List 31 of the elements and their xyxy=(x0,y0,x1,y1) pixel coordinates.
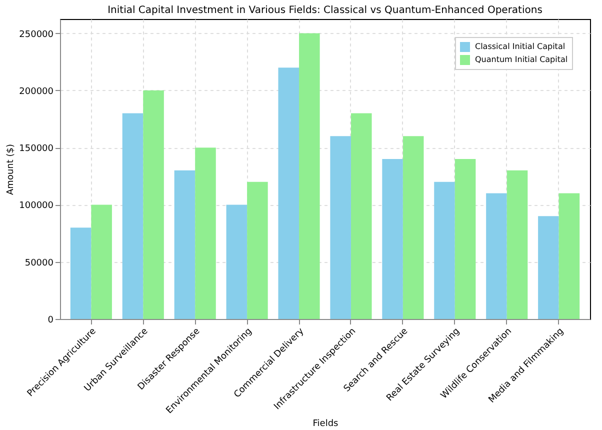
legend-label: Classical Initial Capital xyxy=(475,42,566,51)
bar xyxy=(558,193,580,319)
y-tick-label: 250000 xyxy=(19,30,54,40)
bar xyxy=(434,182,455,319)
bar xyxy=(330,136,351,319)
bar xyxy=(538,216,559,319)
bar xyxy=(506,170,528,319)
bar xyxy=(91,204,112,319)
chart-title: Initial Capital Investment in Various Fields: Classical vs Quantum-Enhanced Operations xyxy=(108,5,542,16)
y-tick-label: 100000 xyxy=(19,201,54,212)
y-axis-title: Amount ($) xyxy=(6,144,16,195)
bar xyxy=(143,90,164,319)
y-tick-label: 50000 xyxy=(24,258,54,268)
bar xyxy=(402,136,424,319)
bar xyxy=(454,159,476,319)
y-tick-label: 200000 xyxy=(19,86,54,97)
bar xyxy=(247,182,268,319)
bar xyxy=(195,148,216,319)
bar xyxy=(226,204,248,319)
x-axis-title: Fields xyxy=(312,419,339,430)
bar xyxy=(486,193,507,319)
y-tick-label: 150000 xyxy=(19,144,54,154)
bar xyxy=(278,68,300,319)
bar xyxy=(174,170,196,319)
legend-label: Quantum Initial Capital xyxy=(475,55,568,64)
bar xyxy=(350,113,372,319)
bar xyxy=(70,228,92,319)
bar xyxy=(382,159,403,319)
y-tick-label: 0 xyxy=(48,316,54,326)
bar xyxy=(299,33,320,319)
bar xyxy=(122,113,144,319)
